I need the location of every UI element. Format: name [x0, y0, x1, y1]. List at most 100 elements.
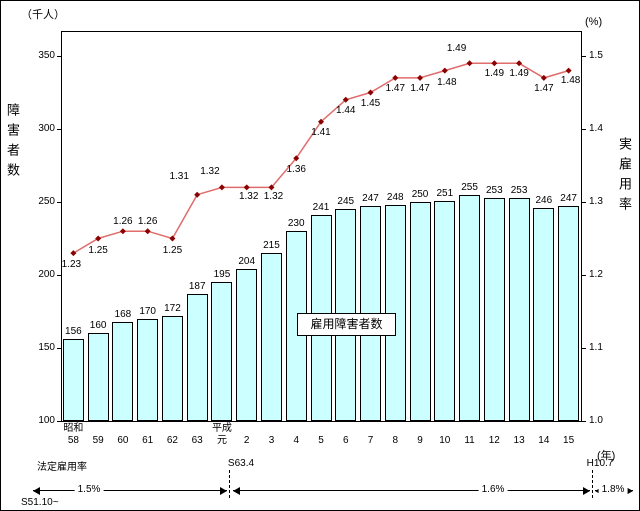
timeline-rate-label-1: 1.5%	[74, 484, 104, 495]
y-tick-label-left: 200	[38, 269, 55, 280]
y-tick-label-right: 1.1	[589, 342, 603, 353]
timeline-boundary-line	[229, 470, 230, 498]
timeline-segment-line	[233, 490, 590, 491]
y-tick-label-left: 350	[38, 50, 55, 61]
right-axis-tick	[582, 202, 586, 203]
bar-value-label: 255	[461, 181, 478, 193]
left-axis-tick	[57, 129, 61, 130]
y-tick-label-left: 250	[38, 196, 55, 207]
bar-62	[161, 315, 183, 421]
bar-value-label: 230	[287, 218, 305, 230]
y-tick-label-right: 1.0	[589, 415, 603, 426]
x-tick-label: 59	[92, 435, 104, 446]
bar-平成元	[211, 282, 233, 421]
rate-value-label: 1.26	[137, 216, 158, 228]
x-tick-era-label: 昭和	[63, 423, 84, 434]
rate-value-label: 1.32	[200, 166, 220, 178]
bar-value-label: 187	[188, 280, 206, 292]
bar-60	[112, 321, 134, 421]
x-tick-label: 61	[142, 435, 154, 446]
rate-value-label: 1.48	[437, 76, 457, 88]
x-tick-label: 4	[293, 435, 299, 446]
bar-3	[260, 253, 282, 421]
rate-value-label: 1.49	[446, 43, 467, 55]
left-axis-tick	[57, 348, 61, 349]
right-axis-tick	[582, 275, 586, 276]
bar-series-label-box: 雇用障害者数	[297, 313, 396, 336]
right-axis-tick	[582, 348, 586, 349]
x-tick-label: 2	[243, 435, 250, 446]
bar-value-label: 170	[139, 305, 156, 317]
bar-value-label: 245	[337, 196, 355, 208]
rate-value-label: 1.25	[162, 244, 183, 256]
timeline-boundary-line	[592, 470, 593, 498]
right-axis-unit-label: (%)	[585, 16, 603, 28]
x-tick-label: 12	[488, 435, 500, 446]
x-tick-label: 9	[417, 435, 423, 446]
y-tick-label-right: 1.2	[589, 269, 603, 280]
arrow-right-icon	[626, 487, 633, 495]
x-tick-label: 5	[318, 435, 324, 446]
bar-value-label: 246	[535, 194, 553, 206]
timeline-segment-line	[33, 490, 227, 491]
bar-value-label: 251	[436, 187, 454, 199]
statutory-rate-title: 法定雇用率	[37, 462, 87, 473]
bar-value-label: 168	[114, 308, 132, 320]
x-tick-label: 6	[342, 435, 349, 446]
y-tick-label-left: 150	[38, 342, 55, 353]
bar-13	[508, 197, 530, 421]
rate-value-label: 1.32	[263, 191, 284, 203]
x-tick-label: 3	[268, 435, 275, 446]
bar-value-label: 241	[312, 202, 330, 214]
x-tick-label: 8	[392, 435, 399, 446]
rate-value-label: 1.23	[61, 259, 82, 271]
bar-value-label: 215	[263, 240, 280, 252]
bar-14	[533, 207, 555, 421]
bar-value-label: 247	[560, 193, 577, 205]
right-axis-tick	[582, 129, 586, 130]
rate-value-label: 1.48	[560, 74, 581, 86]
arrow-left-icon	[595, 487, 602, 495]
x-tick-label: 58	[67, 435, 79, 446]
right-axis-tick	[582, 421, 586, 422]
bar-value-label: 156	[65, 326, 82, 338]
bar-value-label: 253	[485, 184, 503, 196]
bar-value-label: 195	[213, 269, 231, 281]
y-tick-label-right: 1.4	[589, 123, 603, 134]
rate-value-label: 1.49	[509, 68, 529, 80]
arrow-right-icon	[220, 487, 227, 495]
bar-昭和58	[62, 339, 84, 421]
rate-value-label: 1.45	[360, 97, 381, 109]
bar-value-label: 248	[386, 191, 404, 203]
bar-15	[558, 206, 580, 421]
y-tick-label-left: 300	[38, 123, 55, 134]
bar-12	[483, 197, 505, 421]
left-axis-tick	[57, 421, 61, 422]
bar-value-label: 160	[89, 320, 107, 332]
x-tick-label: 元	[216, 435, 227, 446]
x-tick-label: 7	[367, 435, 374, 446]
left-axis-tick	[57, 202, 61, 203]
y-tick-label-left: 100	[38, 415, 55, 426]
x-tick-label: 14	[538, 435, 550, 446]
right-axis-title: 実雇用率	[617, 137, 632, 217]
timeline-rate-label-3: 1.8%	[598, 484, 628, 495]
y-tick-label-right: 1.5	[589, 50, 603, 61]
bar-59	[87, 333, 109, 421]
left-axis-unit-label: （千人）	[21, 9, 65, 21]
bar-63	[186, 293, 208, 421]
bar-10	[434, 200, 456, 421]
arrow-left-icon	[33, 487, 40, 495]
rate-value-label: 1.41	[311, 126, 331, 138]
bar-2	[236, 269, 258, 421]
rate-value-label: 1.36	[286, 164, 306, 176]
x-tick-label: 10	[439, 435, 451, 446]
x-axis-unit-label: (年)	[597, 450, 616, 462]
bar-value-label: 247	[362, 193, 379, 205]
x-tick-label: 60	[117, 435, 129, 446]
x-tick-label: 11	[464, 435, 475, 446]
timeline-boundary-label-2: H10.7	[586, 458, 614, 469]
bar-61	[137, 318, 159, 421]
rate-value-label: 1.25	[88, 244, 108, 256]
